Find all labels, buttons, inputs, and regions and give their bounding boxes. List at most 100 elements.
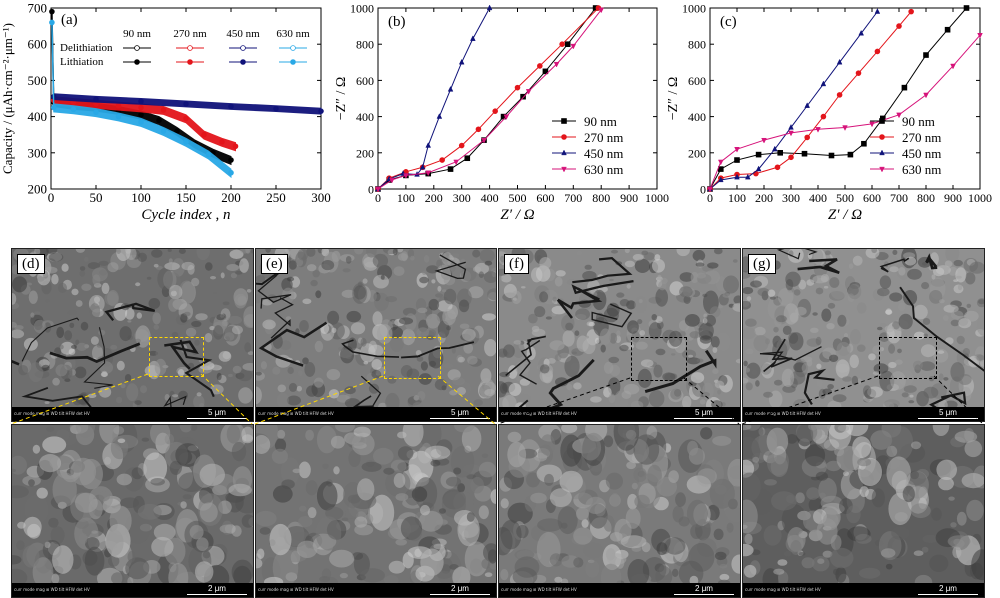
sem-grain xyxy=(153,523,176,541)
x-tick-label: 800 xyxy=(917,191,935,205)
y-tick-label: 700 xyxy=(28,1,48,16)
sem-grain xyxy=(699,399,706,405)
sem-grain xyxy=(689,331,701,339)
data-point xyxy=(804,102,811,108)
sem-grain xyxy=(554,276,563,287)
sem-grain xyxy=(743,287,754,295)
x-tick-label: 600 xyxy=(536,191,554,205)
sem-grain xyxy=(743,367,751,373)
sem-grain xyxy=(210,276,216,280)
sem-grain xyxy=(728,465,740,480)
sem-grain xyxy=(804,444,826,467)
sem-grain xyxy=(265,249,271,253)
sem-grain xyxy=(297,249,309,261)
sem-grain xyxy=(272,366,281,375)
sem-grain xyxy=(18,365,29,376)
sem-grain xyxy=(302,298,312,305)
sem-grain xyxy=(619,299,630,307)
sem-grain xyxy=(886,456,911,490)
sem-grain xyxy=(168,284,183,300)
sem-grain xyxy=(616,330,621,337)
sem-grain xyxy=(898,302,906,312)
sem-grain xyxy=(322,463,329,469)
sem-grain xyxy=(573,382,582,390)
sem-grain xyxy=(554,576,563,583)
sem-grain xyxy=(889,266,899,273)
sem-grain xyxy=(420,361,428,371)
sem-grain xyxy=(956,335,965,345)
sem-grain xyxy=(644,252,655,261)
sem-grain xyxy=(919,361,936,371)
sem-grain xyxy=(836,341,851,356)
sem-grain xyxy=(345,256,352,264)
sem-grain xyxy=(847,283,862,300)
sem-grain xyxy=(199,463,225,486)
sem-grain xyxy=(531,325,540,333)
legend-marker-filled xyxy=(240,59,246,65)
sem-grain xyxy=(330,435,345,449)
sem-grain xyxy=(849,354,859,369)
sem-grain xyxy=(361,461,382,472)
sem-grain xyxy=(178,249,186,254)
sem-grain xyxy=(213,291,218,295)
sem-grain xyxy=(96,344,102,348)
sem-grain xyxy=(910,441,922,450)
sem-grain xyxy=(834,446,845,457)
sem-grain xyxy=(826,323,835,330)
legend-label: 270 nm xyxy=(902,130,941,145)
sem-grain xyxy=(241,426,253,442)
series-line xyxy=(709,7,967,190)
sem-grain xyxy=(837,425,850,432)
sem-panel-d-top: (d) curr mode mag ⊞ WD tilt HFW det HV 5… xyxy=(11,248,254,422)
sem-grain xyxy=(439,508,446,514)
sem-grain xyxy=(79,270,86,277)
data-point xyxy=(707,186,713,193)
sem-grain xyxy=(757,288,770,297)
sem-grain xyxy=(125,249,132,254)
data-point xyxy=(201,131,207,138)
sem-grain xyxy=(437,320,450,339)
sem-grain xyxy=(499,348,508,358)
series-630-nm xyxy=(375,7,605,193)
sem-grain xyxy=(815,287,824,295)
sem-grain xyxy=(846,505,861,524)
sem-crack xyxy=(270,297,294,339)
sem-grain xyxy=(238,387,253,404)
sem-grain xyxy=(675,492,686,507)
data-point xyxy=(219,139,225,145)
sem-grain xyxy=(942,315,949,321)
data-point xyxy=(734,157,740,163)
sem-grain xyxy=(950,319,960,327)
sem-grain xyxy=(481,453,489,458)
sem-grain xyxy=(239,258,249,273)
data-point xyxy=(156,117,162,124)
sem-grain xyxy=(500,274,512,283)
sem-grain xyxy=(348,449,361,467)
zoom-box xyxy=(879,337,937,379)
sem-grain xyxy=(28,479,35,487)
sem-grain xyxy=(808,497,823,513)
data-point xyxy=(447,166,454,172)
sem-grain xyxy=(326,398,335,405)
sem-grain xyxy=(627,320,639,334)
sem-grain xyxy=(483,543,496,562)
x-axis-label: Z′ / Ω xyxy=(828,207,862,223)
sem-grain xyxy=(110,344,118,350)
sem-grain xyxy=(61,263,69,272)
sem-grain xyxy=(260,361,267,370)
sem-grain xyxy=(68,348,76,355)
sem-grain xyxy=(576,335,589,352)
sem-grain xyxy=(416,356,424,362)
x-tick-label: 100 xyxy=(397,191,415,205)
sem-grain xyxy=(716,332,731,352)
data-point xyxy=(788,154,794,161)
legend-col-label: 630 nm xyxy=(276,28,310,40)
sem-grain xyxy=(391,320,396,325)
sem-grain xyxy=(746,296,752,301)
y-axis-label: −Z″ / Ω xyxy=(666,77,681,121)
sem-grain xyxy=(484,388,496,397)
sem-grain xyxy=(698,322,714,340)
data-point xyxy=(375,186,381,193)
sem-grain xyxy=(576,507,589,521)
sem-grain xyxy=(726,522,734,533)
